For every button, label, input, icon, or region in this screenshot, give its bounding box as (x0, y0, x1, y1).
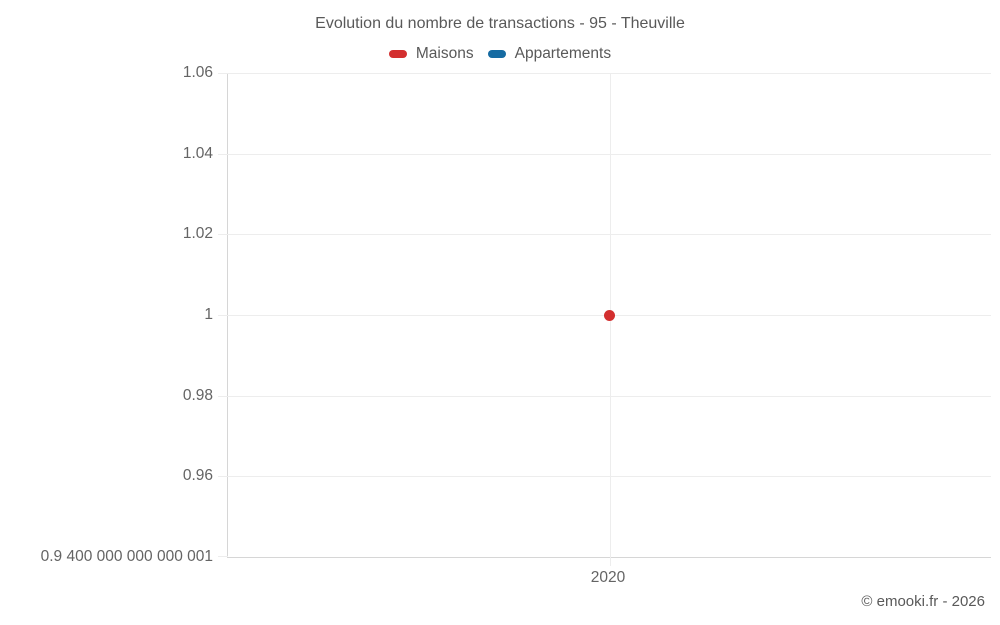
plot-area (218, 73, 991, 566)
legend-item-maisons[interactable]: Maisons (388, 45, 474, 63)
y-axis-tick-mark (218, 395, 228, 397)
chart-title: Evolution du nombre de transactions - 95… (315, 15, 685, 32)
y-axis-tick-label: 0.9 400 000 000 000 001 (40, 548, 213, 565)
y-axis-tick-mark (218, 476, 228, 478)
y-axis-tick-label: 1.02 (182, 225, 213, 243)
chart-legend: Maisons Appartements (0, 45, 1000, 63)
y-axis-tick-label: 1.06 (182, 64, 213, 81)
y-axis-tick-mark (218, 556, 228, 557)
legend-item-appartements[interactable]: Appartements (487, 45, 612, 63)
maisons-swatch-icon (388, 50, 407, 58)
y-axis-tick-mark (218, 315, 228, 316)
y-axis-tick-label: 1.04 (182, 144, 213, 162)
appartements-swatch-icon (487, 50, 506, 58)
y-axis-tick-label: 1 (204, 306, 213, 323)
y-axis-tick-mark (218, 73, 228, 74)
y-axis-tick-label: 0.96 (182, 467, 213, 485)
y-axis-tick-label: 0.98 (182, 386, 213, 404)
x-axis-tick-label: 2020 (590, 569, 626, 586)
y-axis-tick-mark (218, 234, 228, 236)
legend-label-appartements: Appartements (514, 45, 612, 62)
y-axis-tick-mark (218, 153, 228, 155)
data-point-maisons[interactable] (604, 309, 615, 321)
attribution: © emooki.fr - 2026 (861, 593, 985, 610)
legend-label-maisons: Maisons (415, 45, 474, 62)
